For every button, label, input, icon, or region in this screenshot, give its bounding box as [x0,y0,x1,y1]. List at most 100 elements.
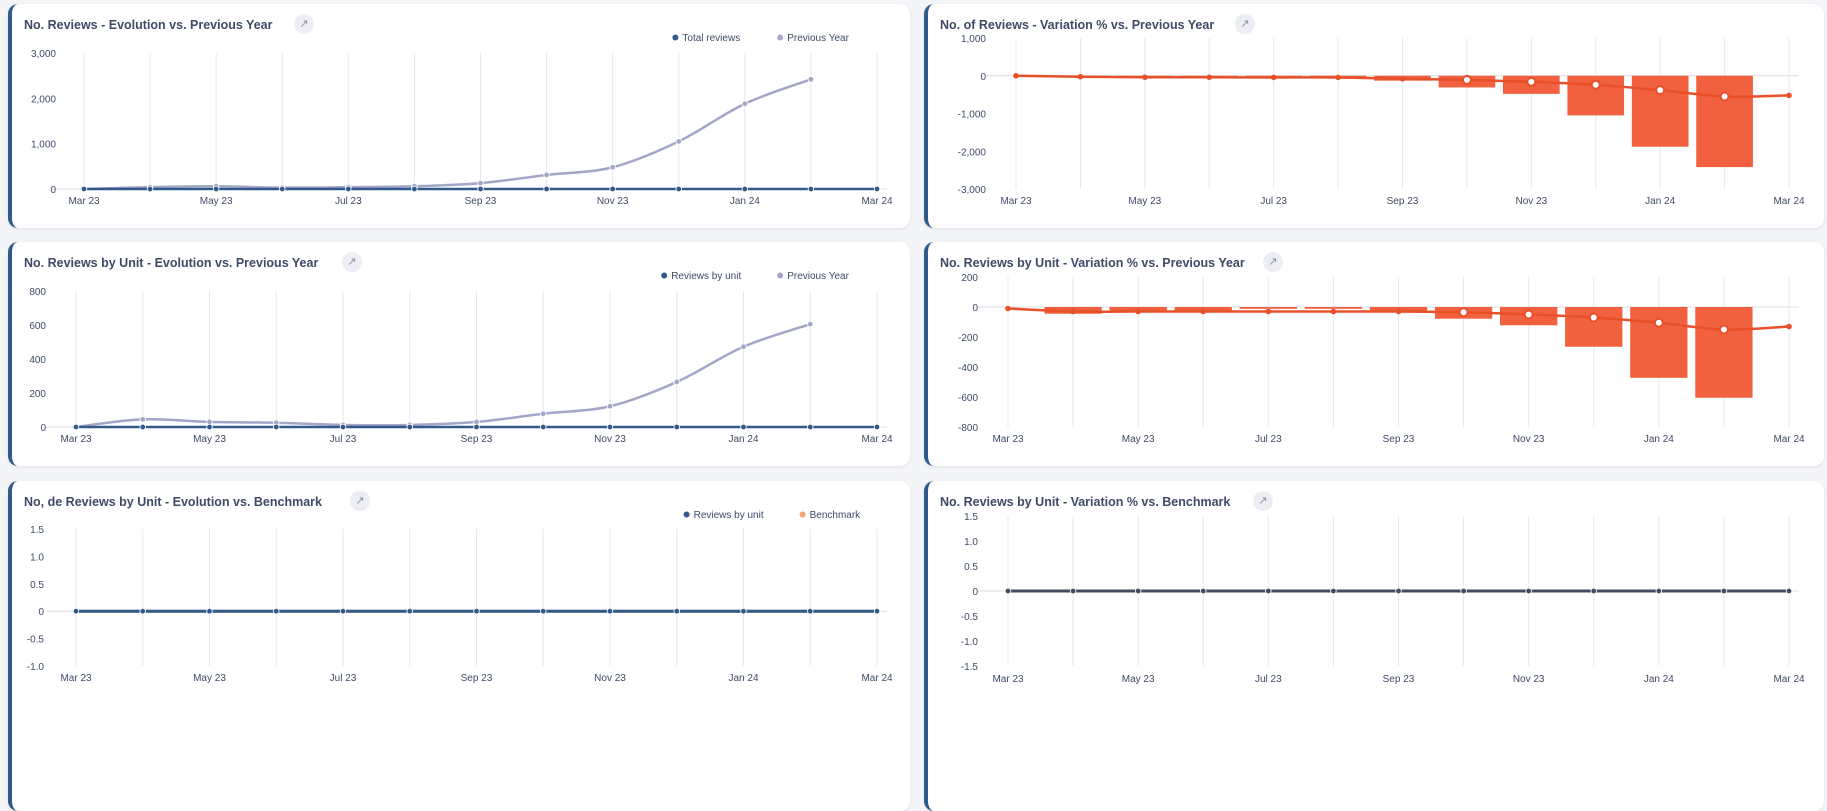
bar [1696,75,1753,168]
expand-icon[interactable]: ↗ [1235,14,1255,34]
series-point [411,185,418,193]
series-point [1720,587,1728,595]
series-point [873,423,881,431]
series-point [1265,587,1272,595]
expand-icon[interactable]: ↗ [1263,252,1283,272]
series-point [675,138,682,145]
expand-icon[interactable]: ↗ [294,14,314,34]
trend-point [1786,323,1792,330]
series-line [75,322,811,429]
chart-title: No. Reviews by Unit - Evolution vs. Prev… [24,256,319,270]
chart-card-reviews-variation: No. of Reviews - Variation % vs. Previou… [924,4,1824,228]
expand-icon[interactable]: ↗ [350,491,370,511]
x-tick-label: Nov 23 [1515,196,1547,207]
x-tick-label: Mar 24 [861,434,893,445]
trend-point [1013,72,1019,79]
series-point [1069,587,1077,595]
series-point [543,171,550,179]
trend-point [1335,74,1341,81]
legend-marker [661,272,668,279]
chart-title: No. of Reviews - Variation % vs. Previou… [940,18,1215,32]
series-point [273,607,280,615]
x-tick-label: Mar 23 [1000,196,1032,207]
y-tick-label: 1,000 [31,140,56,151]
x-tick-label: Jan 24 [728,673,758,684]
series-point [339,607,347,615]
trend-point [1395,308,1402,315]
y-tick-label: 2,000 [31,94,56,105]
chart-reviews-evolution: 0 1,000 2,000 3,000 Mar 23 May 23 Jul 23 Sep 23… [31,33,893,207]
y-tick-label: 200 [961,273,978,284]
bar [1239,307,1297,309]
x-tick-label: Nov 23 [594,434,626,445]
series-point [540,410,547,417]
series-point [540,607,547,615]
series-point [1395,587,1402,595]
y-tick-label: 1.0 [30,552,44,563]
trend-point [1461,74,1472,85]
y-tick-label: -400 [958,363,978,374]
y-tick-label: -0.5 [961,612,979,623]
legend-marker [672,34,679,41]
series-point [675,185,682,193]
series-point [206,607,213,615]
series-point [473,607,480,615]
series-line [83,78,812,191]
x-tick-label: Mar 24 [1773,434,1805,445]
y-tick-label: -1.0 [27,662,45,673]
x-tick-label: Jan 24 [1644,674,1674,685]
series-point [807,320,814,328]
trend-point [1077,73,1084,80]
legend-marker [799,511,806,518]
trend-point [1718,324,1729,335]
series-point [740,343,747,350]
trend-point [1653,317,1664,328]
y-tick-label: 0 [972,303,978,314]
x-tick-label: Mar 24 [861,196,893,207]
x-tick-label: Mar 24 [861,673,893,684]
chart-benchmark-evolution: -1.0 -0.5 0 0.5 1.0 1.5 Mar 23 May 23 Jul 23 Sep … [27,510,893,684]
series-point [606,423,614,431]
legend-label: Reviews by unit [694,510,764,521]
series-point [609,164,616,171]
series-point [873,607,881,615]
y-tick-label: 0.5 [964,562,978,573]
series-point [139,416,146,423]
trend-point [1330,308,1337,315]
series-point [540,423,547,431]
series-point [477,179,484,187]
bar [1630,307,1688,378]
y-tick-label: 1.5 [964,512,978,523]
series-point [873,185,881,193]
x-tick-label: Mar 23 [992,674,1024,685]
y-tick-label: 0 [972,587,978,598]
trend-point [1655,85,1666,96]
trend-point [1590,79,1601,90]
expand-icon[interactable]: ↗ [342,252,362,272]
trend-point [1265,308,1272,315]
y-tick-label: 800 [29,287,46,298]
x-tick-label: Sep 23 [1383,434,1415,445]
series-point [1525,587,1532,595]
x-tick-label: Sep 23 [465,196,497,207]
series-point [606,403,614,410]
x-tick-label: Mar 24 [1773,196,1805,207]
trend-point [1005,305,1011,312]
chart-title: No, de Reviews by Unit - Evolution vs. B… [24,495,322,509]
series-point [606,607,614,615]
series-point [139,423,146,431]
series-point [807,185,815,193]
series-point [673,423,680,431]
bar [1304,307,1363,309]
y-tick-label: -800 [958,423,978,434]
legend-marker [777,272,784,279]
series-point [406,607,413,615]
series-point [1590,587,1597,595]
series-point [1460,587,1467,595]
trend-point [1135,308,1141,315]
series-point [279,185,286,193]
legend-marker [777,34,784,41]
expand-icon[interactable]: ↗ [1253,491,1273,511]
chart-unit-variation: -800 -600 -400 -200 0 200 Mar 23 May 23 Jul 23 Se… [958,273,1805,445]
trend-point [1200,308,1207,315]
